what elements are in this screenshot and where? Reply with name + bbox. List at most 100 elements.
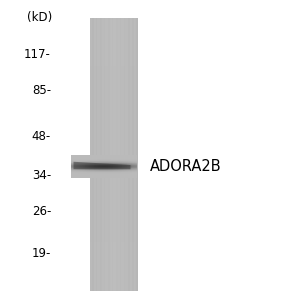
Bar bbox=[89, 157, 90, 158]
Bar bbox=[94, 158, 95, 159]
Bar bbox=[133, 176, 134, 177]
Bar bbox=[77, 173, 78, 174]
Bar bbox=[85, 175, 86, 176]
Bar bbox=[128, 158, 129, 159]
Bar bbox=[91, 18, 92, 291]
Bar bbox=[114, 176, 115, 177]
Bar bbox=[78, 163, 79, 164]
Bar bbox=[93, 170, 94, 171]
Bar bbox=[104, 174, 106, 175]
Bar bbox=[106, 165, 107, 166]
Bar bbox=[94, 155, 95, 156]
Bar bbox=[118, 176, 119, 177]
Bar bbox=[80, 160, 82, 161]
Bar bbox=[102, 156, 103, 157]
Bar bbox=[76, 176, 77, 177]
Bar bbox=[122, 162, 123, 163]
Bar bbox=[93, 163, 94, 164]
Bar bbox=[102, 167, 103, 168]
Bar bbox=[109, 165, 110, 166]
Bar bbox=[136, 157, 137, 158]
Bar bbox=[111, 172, 112, 173]
Bar bbox=[100, 171, 101, 172]
Bar bbox=[84, 165, 85, 166]
Bar bbox=[84, 168, 85, 169]
Bar bbox=[123, 157, 124, 158]
Bar bbox=[102, 155, 103, 156]
Bar bbox=[84, 160, 85, 161]
Bar bbox=[123, 167, 124, 168]
Bar bbox=[118, 170, 119, 171]
Bar bbox=[119, 167, 120, 168]
Bar bbox=[128, 167, 129, 168]
Bar bbox=[90, 87, 138, 89]
Bar bbox=[97, 173, 98, 174]
Bar bbox=[76, 174, 77, 175]
Bar bbox=[120, 157, 121, 158]
Bar bbox=[105, 18, 106, 291]
Bar bbox=[98, 165, 99, 166]
Bar bbox=[119, 161, 120, 162]
Bar bbox=[130, 164, 131, 165]
Bar bbox=[89, 169, 90, 170]
Bar bbox=[109, 158, 110, 159]
Bar bbox=[80, 162, 82, 163]
Bar bbox=[125, 159, 126, 160]
Bar bbox=[89, 165, 91, 166]
Bar bbox=[76, 166, 77, 167]
Bar bbox=[113, 172, 115, 173]
Bar bbox=[94, 160, 95, 161]
Bar bbox=[111, 155, 112, 156]
Bar bbox=[81, 176, 82, 177]
Bar bbox=[97, 167, 98, 168]
Bar bbox=[135, 176, 136, 177]
Bar bbox=[107, 165, 108, 166]
Bar bbox=[90, 100, 138, 101]
Bar bbox=[136, 18, 137, 291]
Bar bbox=[122, 168, 123, 169]
Bar bbox=[90, 60, 138, 62]
Bar bbox=[70, 163, 72, 164]
Bar bbox=[80, 168, 82, 169]
Bar bbox=[109, 160, 110, 161]
Bar bbox=[85, 159, 86, 160]
Bar bbox=[122, 177, 124, 178]
Bar bbox=[87, 171, 88, 172]
Bar bbox=[78, 172, 79, 173]
Bar bbox=[94, 163, 95, 164]
Bar bbox=[75, 171, 76, 172]
Bar bbox=[85, 160, 86, 161]
Bar bbox=[122, 176, 123, 177]
Bar bbox=[113, 165, 115, 166]
Bar bbox=[90, 119, 138, 120]
Bar bbox=[85, 155, 86, 156]
Bar bbox=[72, 170, 73, 171]
Bar bbox=[121, 171, 122, 172]
Bar bbox=[103, 162, 105, 163]
Bar bbox=[113, 167, 115, 168]
Bar bbox=[109, 177, 110, 178]
Bar bbox=[89, 174, 91, 175]
Bar bbox=[133, 157, 134, 158]
Bar bbox=[90, 142, 138, 144]
Bar bbox=[80, 176, 81, 177]
Bar bbox=[119, 163, 120, 164]
Bar bbox=[118, 157, 119, 158]
Bar bbox=[98, 157, 99, 158]
Bar bbox=[92, 164, 93, 165]
Bar bbox=[131, 169, 132, 170]
Bar bbox=[75, 166, 76, 167]
Bar bbox=[135, 173, 136, 174]
Bar bbox=[127, 175, 128, 176]
Bar bbox=[128, 162, 129, 163]
Bar bbox=[115, 159, 116, 160]
Bar bbox=[92, 176, 93, 177]
Bar bbox=[122, 167, 124, 168]
Bar bbox=[85, 173, 86, 174]
Bar bbox=[92, 168, 93, 169]
Bar bbox=[94, 158, 95, 159]
Bar bbox=[77, 161, 78, 162]
Bar bbox=[97, 172, 98, 173]
Bar bbox=[134, 174, 135, 175]
Bar bbox=[114, 172, 115, 173]
